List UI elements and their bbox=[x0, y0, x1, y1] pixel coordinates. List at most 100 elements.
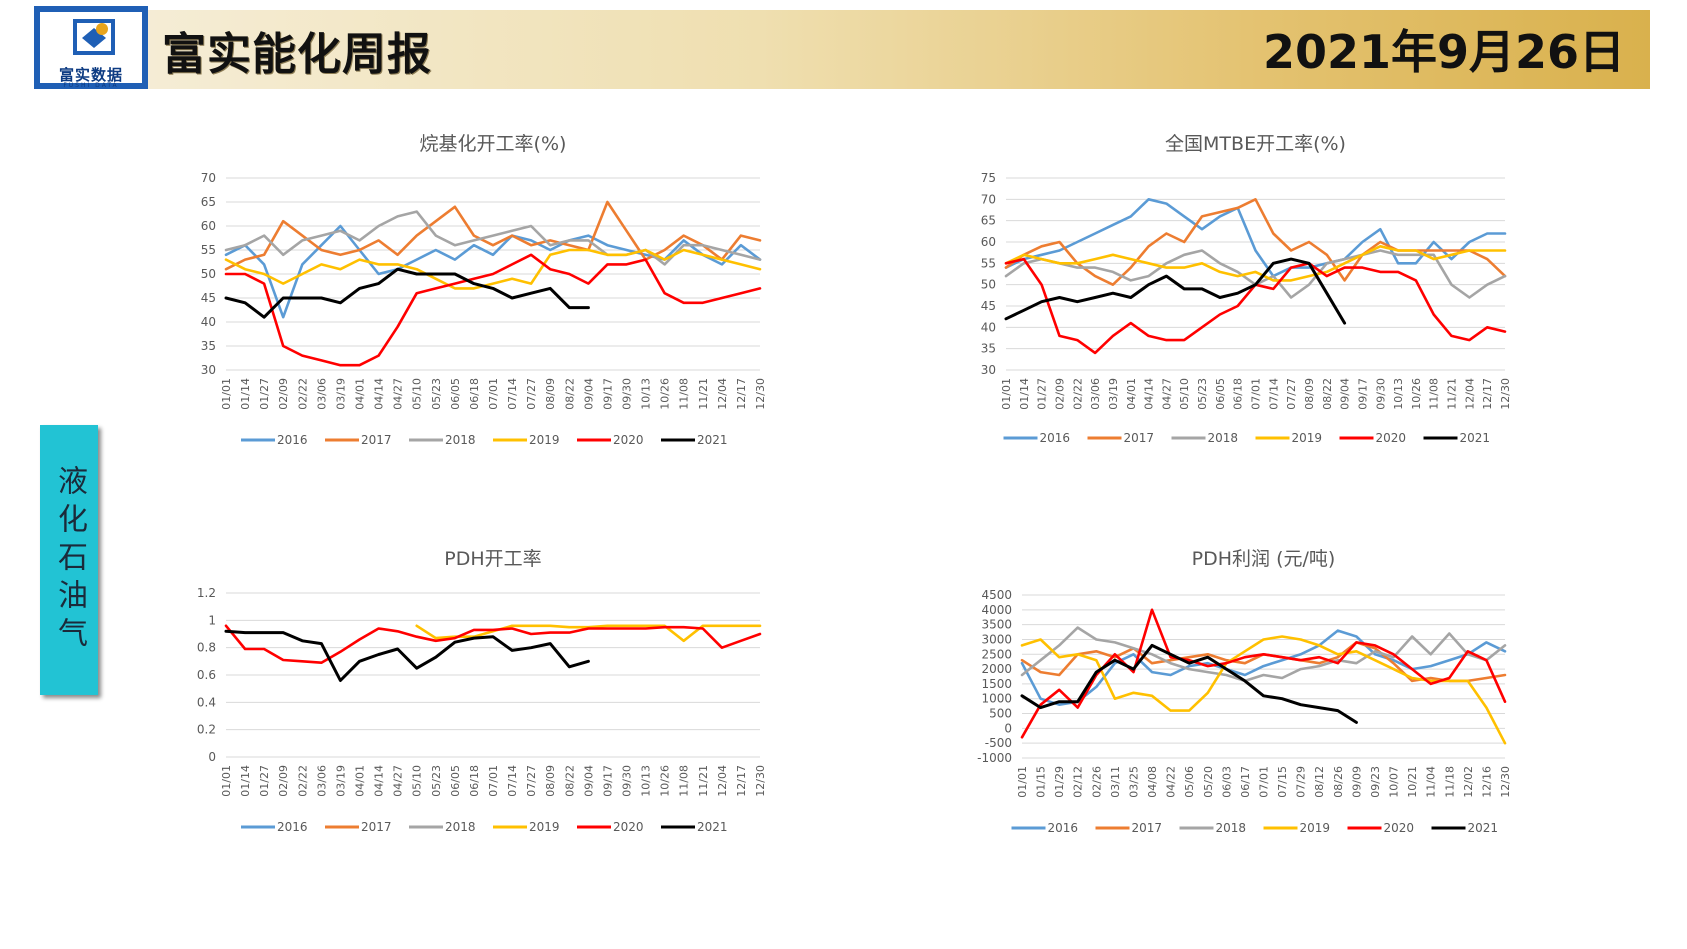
x-tick-label: 02/12 bbox=[1072, 766, 1085, 798]
header-banner bbox=[34, 10, 1650, 89]
legend-label-2017: 2017 bbox=[1124, 431, 1155, 445]
y-tick-label: 60 bbox=[201, 219, 216, 233]
x-tick-label: 12/17 bbox=[735, 765, 748, 797]
logo-text: 富实数据 bbox=[58, 66, 123, 84]
x-tick-label: 04/27 bbox=[1160, 378, 1173, 410]
x-tick-label: 09/09 bbox=[1350, 766, 1363, 798]
legend-label-2020: 2020 bbox=[1384, 821, 1415, 835]
x-tick-label: 07/01 bbox=[487, 378, 500, 410]
chart-mtbe-rate: 全国MTBE开工率(%) 30 35 40 45 50 55 60 65 70 75 01/01 01/… bbox=[981, 133, 1512, 445]
sidebar-label: 液化石油气 bbox=[52, 465, 87, 655]
y-tick-label: 35 bbox=[981, 342, 996, 356]
x-tick-label: 01/01 bbox=[1000, 378, 1013, 410]
x-tick-label: 11/21 bbox=[697, 765, 710, 797]
legend-label-2016: 2016 bbox=[1048, 821, 1079, 835]
x-tick-label: 10/26 bbox=[659, 378, 672, 410]
x-tick-label: 07/27 bbox=[525, 378, 538, 410]
x-tick-label: 09/30 bbox=[621, 378, 634, 410]
x-tick-label: 12/30 bbox=[754, 378, 767, 410]
x-tick-label: 03/06 bbox=[315, 765, 328, 797]
y-tick-label: 1 bbox=[208, 613, 216, 627]
x-tick-label: 11/21 bbox=[1446, 378, 1459, 410]
legend-label-2019: 2019 bbox=[1300, 821, 1331, 835]
y-tick-label: -500 bbox=[985, 736, 1012, 750]
x-tick-label: 12/17 bbox=[1481, 378, 1494, 410]
x-tick-label: 09/04 bbox=[1339, 378, 1352, 410]
x-tick-label: 04/22 bbox=[1165, 766, 1178, 798]
y-tick-label: 70 bbox=[201, 171, 216, 185]
chart-title: 全国MTBE开工率(%) bbox=[1165, 133, 1346, 155]
y-tick-label: 50 bbox=[201, 267, 216, 281]
x-tick-label: 11/18 bbox=[1443, 766, 1456, 798]
company-logo: 富实数据 FUSHI DATA bbox=[34, 6, 148, 89]
x-tick-label: 01/01 bbox=[1016, 766, 1029, 798]
report-date: 2021年9月26日 bbox=[1262, 25, 1625, 79]
x-tick-label: 08/22 bbox=[1321, 378, 1334, 410]
x-tick-label: 09/17 bbox=[1356, 378, 1369, 410]
x-tick-label: 07/14 bbox=[1267, 378, 1280, 410]
x-tick-label: 05/23 bbox=[430, 378, 443, 410]
x-tick-label: 03/19 bbox=[334, 378, 347, 410]
x-tick-label: 11/08 bbox=[1428, 378, 1441, 410]
y-tick-label: 55 bbox=[981, 256, 996, 270]
chart-title: 烷基化开工率(%) bbox=[420, 133, 567, 155]
report-title: 富实能化周报 bbox=[162, 29, 432, 80]
legend-label-2018: 2018 bbox=[1216, 821, 1247, 835]
x-tick-label: 09/30 bbox=[621, 765, 634, 797]
x-tick-label: 12/16 bbox=[1480, 766, 1493, 798]
x-tick-label: 04/01 bbox=[1125, 378, 1138, 410]
y-tick-label: 0.2 bbox=[197, 723, 216, 737]
y-tick-label: 30 bbox=[201, 363, 216, 377]
x-tick-label: 07/27 bbox=[1285, 378, 1298, 410]
chart-pdh-profit: PDH利润 (元/吨) -1000-50005001000150020002500… bbox=[977, 548, 1512, 835]
x-tick-label: 06/18 bbox=[468, 765, 481, 797]
x-tick-label: 10/13 bbox=[1392, 378, 1405, 410]
x-tick-label: 08/26 bbox=[1332, 766, 1345, 798]
x-tick-label: 07/29 bbox=[1295, 766, 1308, 798]
x-tick-label: 12/17 bbox=[735, 378, 748, 410]
legend-label-2020: 2020 bbox=[613, 433, 644, 447]
x-tick-label: 06/18 bbox=[1232, 378, 1245, 410]
y-tick-label: 1000 bbox=[981, 692, 1012, 706]
x-tick-label: 09/23 bbox=[1369, 766, 1382, 798]
x-tick-label: 04/27 bbox=[392, 765, 405, 797]
y-tick-label: 4000 bbox=[981, 603, 1012, 617]
x-tick-label: 09/30 bbox=[1374, 378, 1387, 410]
x-tick-label: 08/09 bbox=[1303, 378, 1316, 410]
y-tick-label: 40 bbox=[981, 320, 996, 334]
x-tick-label: 05/10 bbox=[411, 378, 424, 410]
y-tick-label: 1500 bbox=[981, 677, 1012, 691]
x-tick-label: 03/06 bbox=[315, 378, 328, 410]
x-tick-label: 06/05 bbox=[449, 765, 462, 797]
x-tick-label: 01/01 bbox=[220, 378, 233, 410]
x-tick-label: 08/22 bbox=[563, 765, 576, 797]
y-tick-label: 50 bbox=[981, 278, 996, 292]
series-line-2020 bbox=[224, 253, 762, 367]
y-tick-label: -1000 bbox=[977, 751, 1012, 765]
x-tick-label: 09/17 bbox=[601, 765, 614, 797]
legend-label-2019: 2019 bbox=[529, 820, 560, 834]
series-line-2017 bbox=[224, 200, 762, 271]
x-tick-label: 11/08 bbox=[678, 765, 691, 797]
x-tick-label: 04/01 bbox=[354, 378, 367, 410]
series-line-2021 bbox=[1020, 643, 1358, 724]
x-tick-label: 07/27 bbox=[525, 765, 538, 797]
y-tick-label: 65 bbox=[981, 214, 996, 228]
series-line-2016 bbox=[1004, 198, 1507, 278]
x-tick-label: 08/09 bbox=[544, 378, 557, 410]
legend-label-2021: 2021 bbox=[697, 820, 728, 834]
y-tick-label: 35 bbox=[201, 339, 216, 353]
series-line-2021 bbox=[1004, 257, 1347, 325]
chart-alkylation-rate: 烷基化开工率(%) 30 35 40 45 50 55 60 65 70 01/01 01/14 01/… bbox=[201, 133, 767, 447]
series-line-2019 bbox=[1004, 245, 1507, 282]
x-tick-label: 02/22 bbox=[296, 378, 309, 410]
x-tick-label: 07/14 bbox=[506, 765, 519, 797]
x-tick-label: 05/06 bbox=[1183, 766, 1196, 798]
x-tick-label: 12/04 bbox=[716, 765, 729, 797]
logo-emblem-icon bbox=[73, 19, 115, 55]
x-tick-label: 05/23 bbox=[1196, 378, 1209, 410]
y-tick-label: 0 bbox=[1004, 721, 1012, 735]
y-tick-label: 1.2 bbox=[197, 586, 216, 600]
x-tick-label: 06/05 bbox=[1214, 378, 1227, 410]
series-line-2018 bbox=[224, 210, 762, 266]
